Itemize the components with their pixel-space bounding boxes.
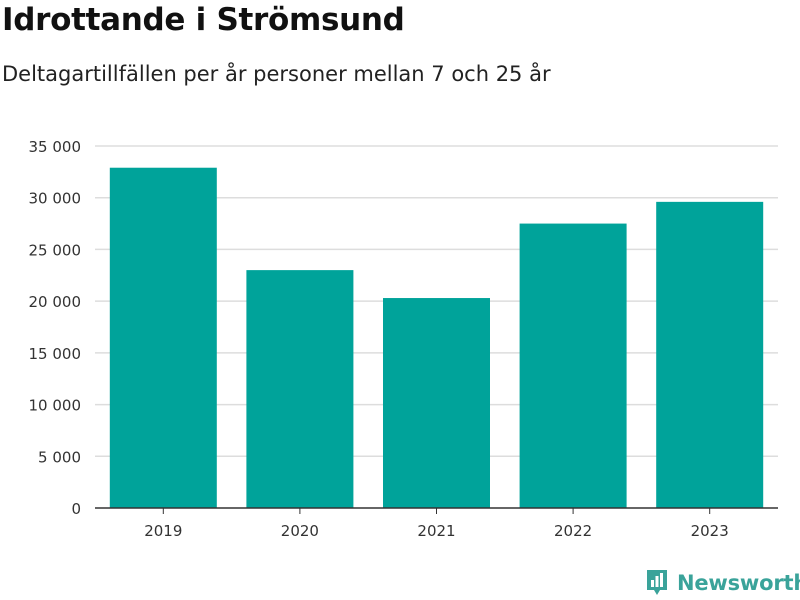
- chart-title: Idrottande i Strömsund: [2, 2, 405, 38]
- bar: [383, 298, 490, 508]
- bar: [109, 167, 217, 508]
- y-tick-label: 15 000: [29, 345, 82, 363]
- brand-name: Newsworthy: [677, 571, 800, 595]
- bar: [519, 223, 627, 509]
- y-tick-label: 5 000: [38, 448, 81, 466]
- x-tick-label: 2021: [417, 522, 455, 540]
- y-tick-label: 35 000: [29, 138, 82, 156]
- y-tick-label: 20 000: [29, 293, 82, 311]
- x-tick-label: 2019: [144, 522, 182, 540]
- newsworthy-brand: Newsworthy: [645, 568, 800, 598]
- x-tick-label: 2023: [691, 522, 729, 540]
- y-tick-label: 30 000: [29, 190, 82, 208]
- y-tick-label: 25 000: [29, 241, 82, 259]
- bar: [656, 201, 764, 508]
- x-tick-label: 2020: [281, 522, 319, 540]
- y-tick-label: 10 000: [29, 397, 82, 415]
- bar: [246, 270, 354, 508]
- chart-subtitle: Deltagartillfällen per år personer mella…: [2, 62, 551, 86]
- y-tick-label: 0: [71, 500, 81, 518]
- x-tick-label: 2022: [554, 522, 592, 540]
- newsworthy-logo-icon: [647, 570, 667, 595]
